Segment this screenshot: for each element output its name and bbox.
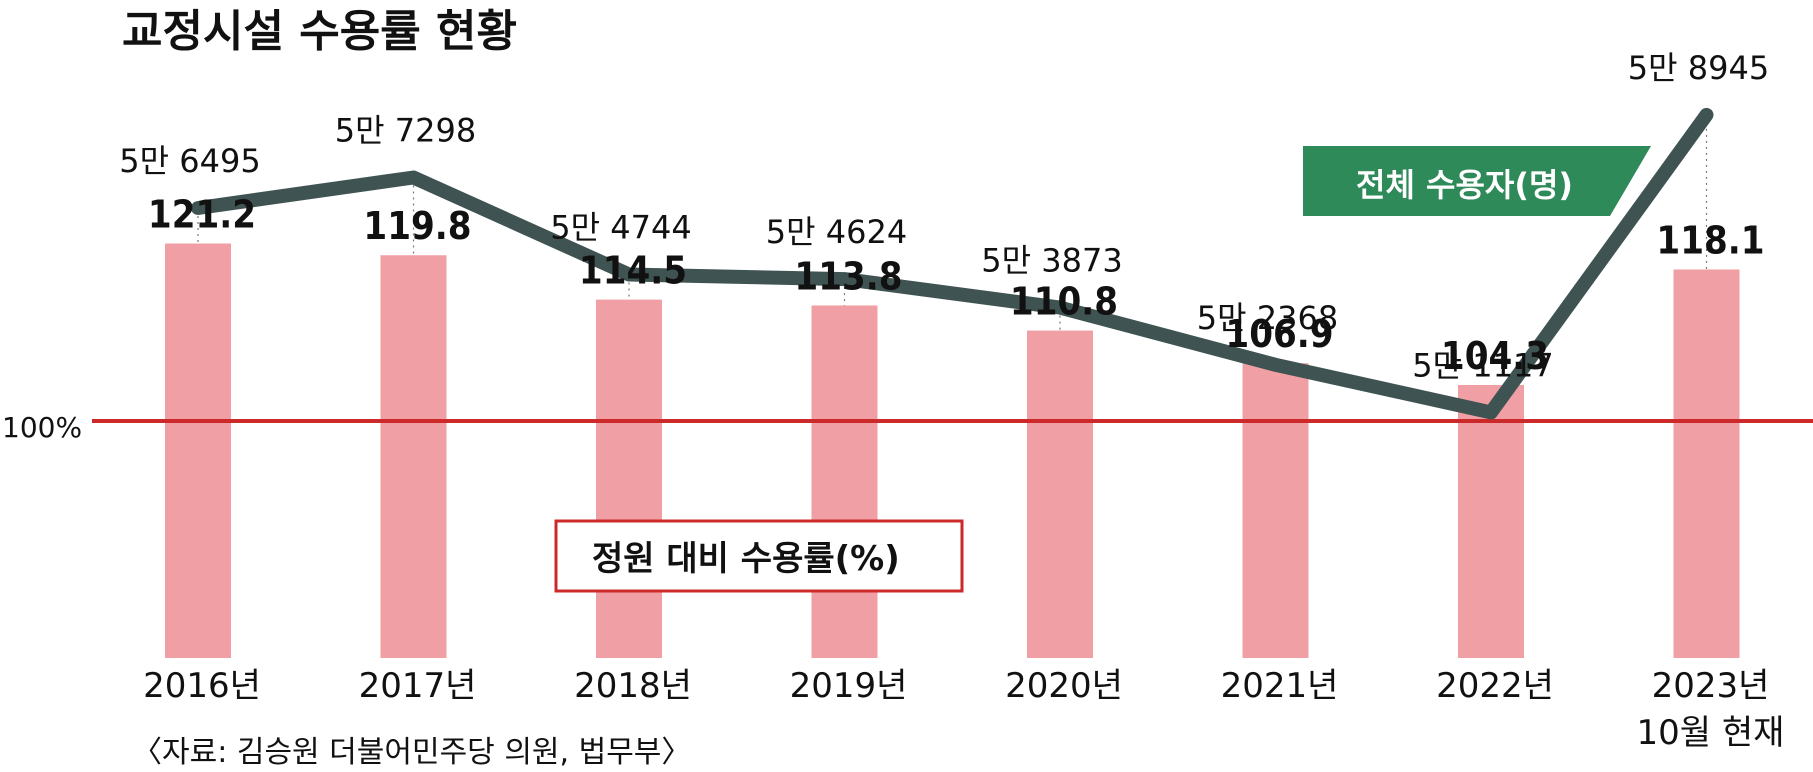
legend-bar: 정원 대비 수용률(%): [554, 519, 964, 593]
line-value-labels: 5만 6495 5만 7298 5만 4744 5만 4624 5만 3873 5만 23…: [119, 49, 1769, 384]
line-point-7: [1487, 408, 1495, 417]
line-value-label-8: 5만 8945: [1628, 49, 1769, 87]
bar-4: [811, 305, 878, 658]
line-point-5: [1056, 303, 1064, 312]
line-point-4: [840, 275, 849, 284]
x-axis-sublabel-8: 10월 현재: [1637, 713, 1785, 753]
x-axis-label-5: 2020년: [1005, 666, 1123, 706]
bar-value-label-7: 104.3: [1441, 334, 1549, 378]
bar-5: [1027, 330, 1093, 658]
line-value-label-2: 5만 7298: [335, 111, 476, 149]
bar-6: [1242, 363, 1309, 658]
chart-title: 교정시설 수용률 현황: [122, 6, 517, 57]
bar-value-label-1: 121.2: [148, 193, 256, 237]
line-point-8: [1702, 110, 1711, 119]
x-axis-label-3: 2018년: [574, 666, 692, 706]
source-note: 〈자료: 김승원 더불어민주당 의원, 법무부〉: [132, 735, 691, 770]
line-point-3: [625, 270, 633, 279]
line-value-label-7: 5만 1117: [1412, 346, 1553, 384]
x-axis-label-6: 2021년: [1221, 666, 1339, 706]
x-axis-label-2: 2017년: [359, 666, 477, 706]
reference-line-label: 100%: [2, 411, 82, 444]
bar-3: [596, 299, 662, 658]
legend-line-swatch: [1303, 146, 1651, 216]
bar-series: [165, 243, 1740, 659]
line-point-6: [1271, 360, 1280, 369]
bar-value-label-2: 119.8: [363, 204, 471, 248]
legend-line-label: 전체 수용자(명): [1356, 166, 1573, 204]
x-axis-label-8: 2023년: [1652, 666, 1770, 706]
line-value-label-4: 5만 4624: [766, 213, 907, 251]
bar-7: [1458, 385, 1524, 658]
line-value-label-1: 5만 6495: [119, 142, 260, 180]
line-point-1: [194, 204, 202, 212]
line-value-label-3: 5만 4744: [550, 209, 691, 247]
bar-value-label-4: 113.8: [794, 254, 902, 298]
legend-bar-label: 정원 대비 수용률(%): [592, 539, 900, 579]
line-value-label-5: 5만 3873: [981, 242, 1122, 280]
bar-value-label-3: 114.5: [579, 249, 687, 293]
bar-value-label-5: 110.8: [1010, 280, 1118, 324]
legend-bar-swatch: [554, 519, 964, 593]
line-series: [191, 107, 1714, 420]
x-axis-label-4: 2019년: [790, 666, 908, 706]
bar-value-label-8: 118.1: [1656, 218, 1764, 262]
line-point-2: [409, 173, 418, 182]
bar-8: [1673, 269, 1740, 658]
bar-2: [380, 255, 447, 659]
x-axis-labels: 2016년 2017년 2018년 2019년 2020년 2021년 2022년 2023년…: [143, 666, 1784, 753]
bar-value-label-6: 106.9: [1225, 312, 1333, 356]
bar-value-labels: 121.2 119.8 114.5 113.8 110.8 106.9 104.3 118.1: [148, 193, 1765, 378]
x-axis-label-7: 2022년: [1436, 666, 1554, 706]
legend-line: 전체 수용자(명): [1303, 146, 1651, 216]
line-value-label-6: 5만 2368: [1197, 299, 1338, 337]
bar-1: [165, 243, 231, 658]
line-path: [191, 107, 1714, 420]
x-axis-label-1: 2016년: [143, 666, 261, 706]
